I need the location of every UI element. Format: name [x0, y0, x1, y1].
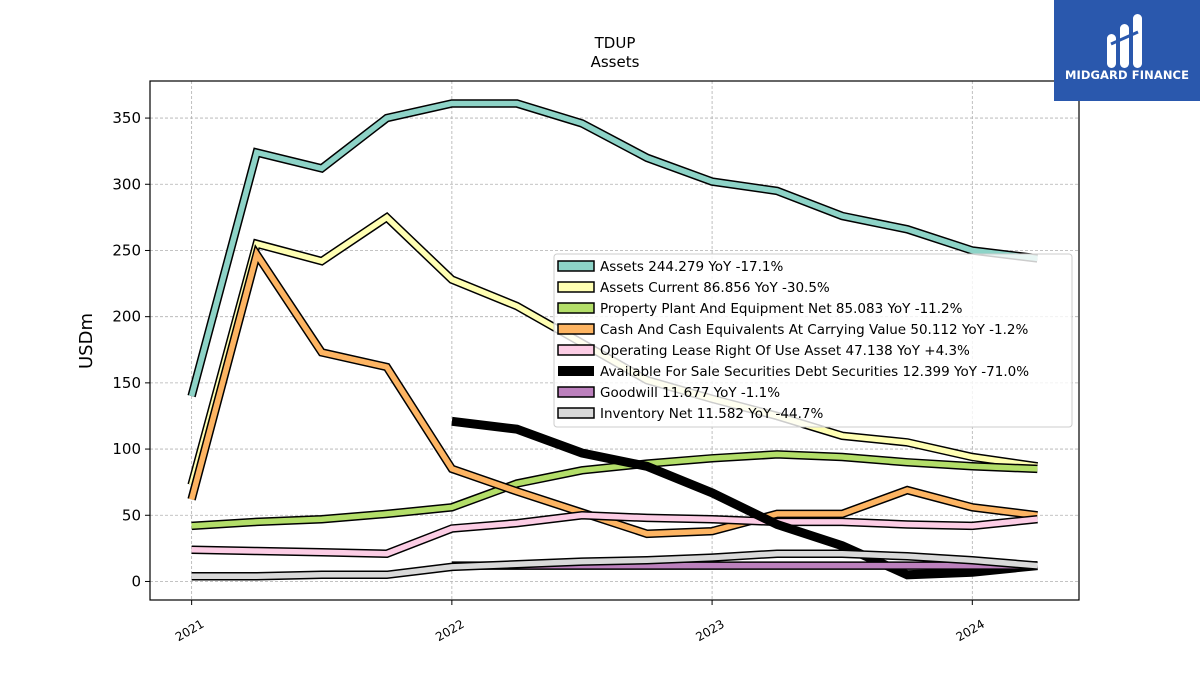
legend-label: Cash And Cash Equivalents At Carrying Va… — [600, 322, 1028, 338]
x-tick-label: 2024 — [954, 617, 987, 644]
y-tick-label: 100 — [112, 440, 141, 458]
legend-item: Assets 244.279 YoY -17.1% — [557, 259, 784, 275]
series-path — [188, 100, 1038, 397]
legend-label: Property Plant And Equipment Net 85.083 … — [600, 301, 963, 317]
grid — [150, 81, 1079, 600]
series-path — [191, 550, 1038, 579]
y-tick-label: 300 — [112, 175, 141, 193]
series-line — [191, 511, 1038, 558]
legend-swatch — [557, 281, 595, 293]
y-axis-label: USDm — [76, 313, 97, 369]
series-path — [188, 247, 1038, 537]
legend-swatch — [557, 260, 595, 272]
brand-logo: MIDGARD FINANCE — [1054, 0, 1200, 101]
legend-swatch — [557, 407, 595, 419]
series-line — [191, 450, 1038, 531]
y-tick-label: 0 — [131, 572, 141, 590]
y-tick-label: 200 — [112, 308, 141, 326]
legend-swatch — [557, 323, 595, 335]
legend-item: Goodwill 11.677 YoY -1.1% — [557, 385, 780, 401]
legend-swatch — [558, 366, 594, 376]
legend-item: Cash And Cash Equivalents At Carrying Va… — [557, 322, 1028, 338]
series-line — [187, 99, 1038, 398]
y-tick-label: 150 — [112, 374, 141, 392]
legend-label: Inventory Net 11.582 YoY -44.7% — [600, 406, 823, 422]
logo-mark-icon — [1107, 14, 1142, 68]
legend-item: Operating Lease Right Of Use Asset 47.13… — [557, 343, 970, 359]
series-line — [451, 416, 1038, 580]
y-tick-label: 350 — [112, 109, 141, 127]
x-tick-label: 2023 — [693, 617, 726, 644]
legend-swatch — [557, 344, 595, 356]
legend-item: Inventory Net 11.582 YoY -44.7% — [557, 406, 823, 422]
legend-swatch — [557, 302, 595, 314]
legend-swatch — [557, 386, 595, 398]
chart-title: TDUP — [594, 34, 636, 52]
legend-label: Assets 244.279 YoY -17.1% — [600, 259, 784, 275]
y-tick-label: 50 — [122, 506, 141, 524]
x-tick-label: 2021 — [173, 617, 206, 644]
series-path — [451, 416, 1038, 580]
logo-text: MIDGARD FINANCE — [1064, 68, 1190, 82]
series-line — [191, 549, 1038, 581]
legend-label: Operating Lease Right Of Use Asset 47.13… — [600, 343, 970, 359]
legend-box — [553, 253, 1073, 428]
y-tick-label: 250 — [112, 241, 141, 259]
legend-item: Assets Current 86.856 YoY -30.5% — [557, 280, 830, 296]
series-line — [187, 244, 1038, 539]
series-path — [191, 512, 1038, 557]
series-path — [191, 451, 1038, 529]
legend-item: Property Plant And Equipment Net 85.083 … — [557, 301, 963, 317]
chart-subtitle: Assets — [591, 53, 640, 71]
legend-label: Available For Sale Securities Debt Secur… — [600, 364, 1029, 380]
legend-item: Available For Sale Securities Debt Secur… — [558, 364, 1029, 380]
legend: Assets 244.279 YoY -17.1% Assets Current … — [553, 253, 1073, 428]
legend-label: Goodwill 11.677 YoY -1.1% — [600, 385, 780, 401]
legend-label: Assets Current 86.856 YoY -30.5% — [600, 280, 830, 296]
plot-frame — [149, 80, 1080, 601]
x-tick-label: 2022 — [433, 617, 466, 644]
